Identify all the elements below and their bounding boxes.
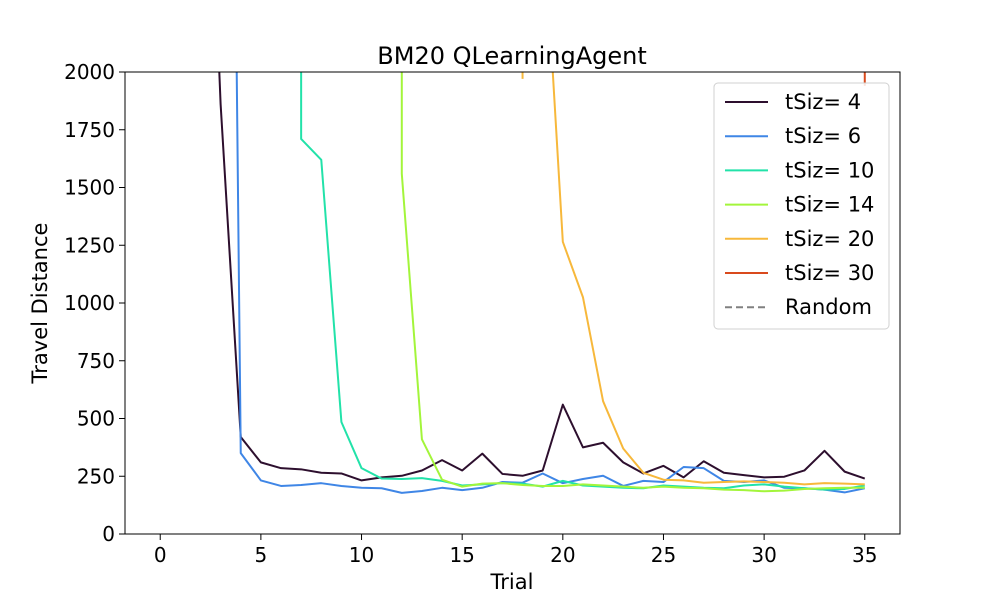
y-tick-label: 500 [77,407,115,431]
legend-label: tSiz= 20 [785,227,874,251]
y-axis-label: Travel Distance [28,223,52,385]
chart-title: BM20 QLearningAgent [377,42,646,70]
legend-label: tSiz= 10 [785,158,874,182]
y-tick-label: 1250 [64,233,115,257]
x-tick-label: 35 [852,543,877,567]
y-tick-label: 1750 [64,118,115,142]
x-tick-label: 15 [449,543,474,567]
y-tick-label: 0 [102,522,115,546]
legend-label: tSiz= 14 [785,193,874,217]
y-tick-label: 750 [77,349,115,373]
series-line-4 [521,72,865,486]
series-line-0 [218,72,866,482]
series-line-3 [400,72,865,493]
legend-label: tSiz= 30 [785,261,874,285]
legend: tSiz= 4 tSiz= 6 tSiz= 10 tSiz= 14 tSiz= 20 tS… [713,82,890,330]
legend-label: Random [785,295,872,319]
x-tick-label: 5 [255,543,268,567]
x-tick-label: 20 [550,543,575,567]
series-layer [218,72,866,494]
legend-box [713,82,890,330]
x-tick-label: 0 [154,543,167,567]
x-tick-label: 10 [349,543,374,567]
y-axis: 0 250 500 750 1000 1250 1500 1750 2000 [64,60,125,546]
y-tick-label: 250 [77,464,115,488]
legend-label: tSiz= 4 [785,90,861,114]
y-tick-label: 1500 [64,176,115,200]
series-line-2 [300,72,865,491]
x-tick-label: 25 [651,543,676,567]
x-axis: 0 5 10 15 20 25 30 35 [154,534,877,567]
y-tick-label: 2000 [64,60,115,84]
x-tick-label: 30 [751,543,776,567]
x-axis-label: Trial [490,570,534,594]
legend-label: tSiz= 6 [785,124,861,148]
y-tick-label: 1000 [64,291,115,315]
